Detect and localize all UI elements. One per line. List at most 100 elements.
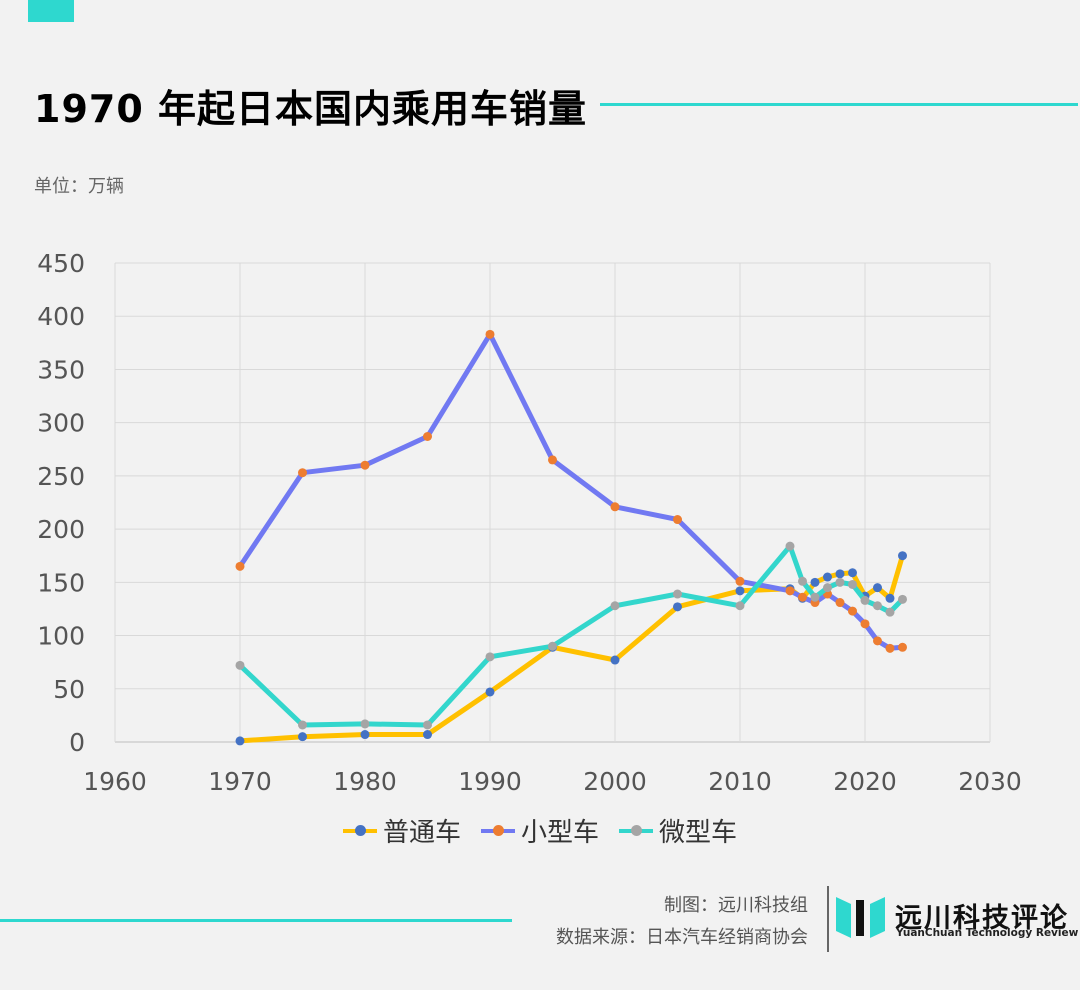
data-point <box>735 601 745 611</box>
footer-accent-line <box>0 919 512 922</box>
chart-grid <box>114 262 991 743</box>
data-point <box>360 730 370 740</box>
data-point <box>823 583 832 593</box>
data-point <box>898 551 907 561</box>
data-point <box>798 576 807 586</box>
chart-legend: 普通车 小型车 微型车 <box>0 812 1080 849</box>
data-point <box>810 592 820 602</box>
unit-label: 单位：万辆 <box>34 176 124 197</box>
data-point <box>873 583 882 593</box>
y-tick-label: 0 <box>69 728 85 757</box>
data-point <box>423 432 432 442</box>
data-point <box>885 593 895 603</box>
x-tick-label: 1960 <box>83 767 147 796</box>
logo-subtitle: YuanChuan Technology Review <box>896 927 1079 939</box>
data-point <box>548 455 557 465</box>
data-point <box>810 577 820 587</box>
legend-item: 微型车 <box>619 812 737 849</box>
data-point <box>835 577 845 587</box>
corner-accent-tab <box>28 0 74 22</box>
legend-marker <box>631 824 642 836</box>
data-point <box>298 468 307 478</box>
data-point <box>735 586 745 596</box>
legend-item: 普通车 <box>342 812 461 849</box>
data-point <box>298 732 307 742</box>
data-point <box>235 736 245 746</box>
data-point <box>873 636 882 646</box>
legend-marker <box>492 824 504 836</box>
data-point <box>835 569 845 579</box>
data-point <box>548 641 557 651</box>
x-tick-label: 2020 <box>833 767 897 796</box>
data-point <box>848 568 857 578</box>
data-point <box>785 541 795 551</box>
legend-swatch <box>342 824 377 836</box>
y-tick-label: 50 <box>53 675 85 704</box>
y-tick-label: 350 <box>37 355 85 384</box>
data-point <box>848 579 857 589</box>
series-2 <box>235 329 907 653</box>
title-accent-line <box>600 103 1078 106</box>
x-tick-label: 1980 <box>333 767 397 796</box>
y-tick-label: 300 <box>37 409 85 438</box>
data-point <box>235 561 245 571</box>
data-point <box>835 598 845 608</box>
credits-divider <box>827 886 829 952</box>
legend-label: 普通车 <box>382 818 461 848</box>
credit-made-by: 制图：远川科技组 <box>664 895 808 916</box>
data-point <box>360 460 370 470</box>
data-point <box>860 595 870 605</box>
x-tick-label: 2000 <box>583 767 647 796</box>
legend-marker <box>354 824 366 836</box>
data-point <box>610 601 620 611</box>
series-3 <box>235 541 907 730</box>
legend-swatch <box>619 824 653 836</box>
y-tick-label: 450 <box>37 249 85 278</box>
x-tick-label: 1990 <box>458 767 522 796</box>
x-tick-label: 1970 <box>208 767 272 796</box>
data-point <box>298 720 307 730</box>
data-point <box>885 643 895 653</box>
chart-series <box>235 329 907 746</box>
legend-item: 小型车 <box>480 812 599 849</box>
data-point <box>823 572 832 582</box>
legend-swatch <box>480 824 515 836</box>
data-point <box>673 515 682 525</box>
x-tick-label: 2030 <box>958 767 1022 796</box>
legend-label: 小型车 <box>520 818 599 848</box>
y-tick-label: 400 <box>37 302 85 331</box>
data-point <box>610 502 620 512</box>
data-point <box>735 576 745 586</box>
data-point <box>885 607 895 617</box>
y-tick-label: 150 <box>37 568 85 597</box>
y-tick-label: 250 <box>37 462 85 491</box>
data-point <box>485 652 495 662</box>
data-point <box>848 606 857 616</box>
y-tick-label: 200 <box>37 515 85 544</box>
data-point <box>873 601 882 611</box>
x-tick-label: 2010 <box>708 767 772 796</box>
data-point <box>673 589 682 599</box>
data-point <box>423 730 432 740</box>
legend-label: 微型车 <box>659 818 738 848</box>
data-point <box>423 720 432 730</box>
credits: 制图：远川科技组 数据来源：日本汽车经销商协会 <box>556 890 808 954</box>
data-point <box>898 642 907 652</box>
logo-mark-icon <box>836 897 885 938</box>
chart-title: 1970 年起日本国内乘用车销量 <box>34 87 587 131</box>
data-point <box>485 329 495 339</box>
data-point <box>798 592 807 602</box>
data-point <box>898 594 907 604</box>
chart-tick-labels: 0 50 100 150 200 250 300 350 400 450 1960 1970 1980 1… <box>37 249 1022 796</box>
logo-name: 远川科技评论 <box>895 903 1069 934</box>
data-point <box>673 602 682 612</box>
data-point <box>235 660 245 670</box>
data-point <box>860 619 870 629</box>
data-point <box>610 655 620 665</box>
data-point <box>785 586 795 596</box>
data-point <box>485 687 495 697</box>
y-tick-label: 100 <box>37 622 85 651</box>
data-point <box>360 719 370 729</box>
credit-source: 数据来源：日本汽车经销商协会 <box>556 927 808 948</box>
